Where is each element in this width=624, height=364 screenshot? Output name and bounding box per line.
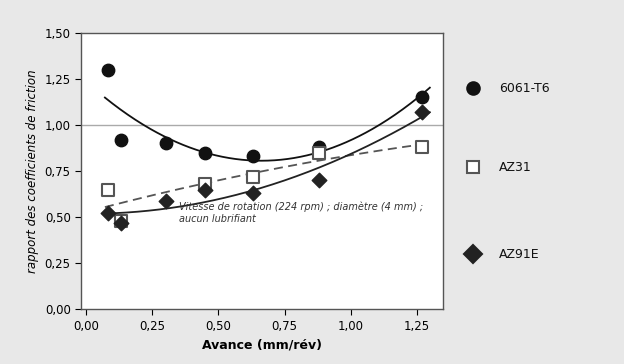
Text: Vitesse de rotation (224 rpm) ; diamètre (4 mm) ;
aucun lubrifiant: Vitesse de rotation (224 rpm) ; diamètre… [179,202,423,223]
Point [248,190,258,196]
Point [116,137,126,143]
Point [116,218,126,224]
Text: 6061-T6: 6061-T6 [499,82,550,95]
Point [200,150,210,155]
Point [417,109,427,115]
Point [417,94,427,100]
Point [102,67,112,72]
Point [248,174,258,179]
Point [417,144,427,150]
Text: AZ31: AZ31 [499,161,532,174]
Point [160,198,170,203]
Point [200,187,210,193]
Point [248,153,258,159]
Text: AZ91E: AZ91E [499,248,540,261]
Point [314,144,324,150]
Point [314,177,324,183]
Point [314,150,324,155]
Point [116,220,126,226]
Point [102,211,112,217]
Point [102,187,112,193]
Point [160,141,170,146]
Point [200,181,210,187]
X-axis label: Avance (mm/rév): Avance (mm/rév) [202,339,322,351]
Y-axis label: rapport des coefficients de friction: rapport des coefficients de friction [26,69,39,273]
